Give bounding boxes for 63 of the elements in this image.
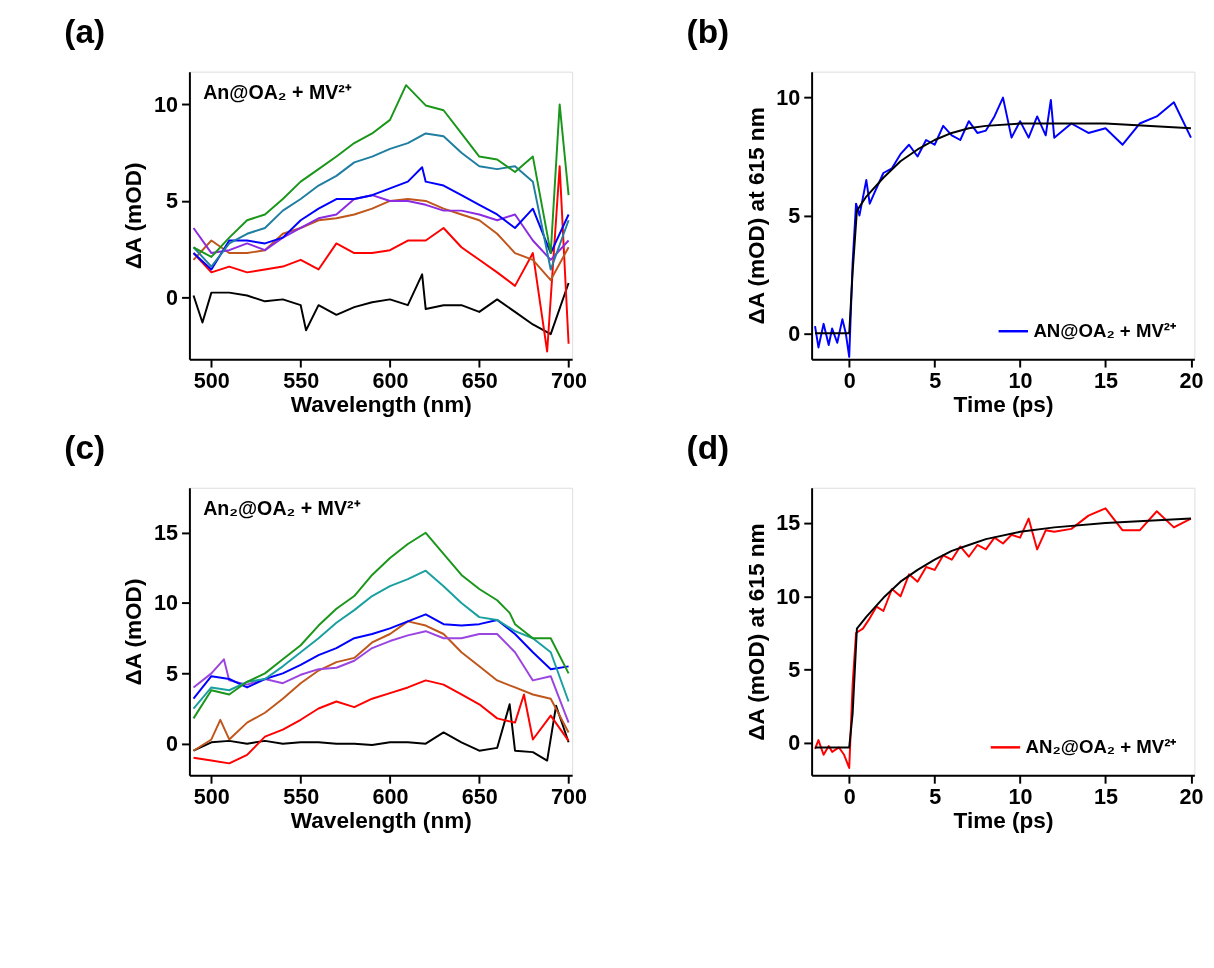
y-axis-title: ΔA (mOD): [121, 162, 147, 270]
x-tick-label: 0: [843, 368, 856, 394]
y-tick-label: 0: [788, 320, 801, 346]
line-series: [192, 679, 570, 765]
chart-title: (d): [686, 429, 730, 467]
x-axis-title: Wavelength (nm): [290, 807, 472, 833]
y-tick-label: 10: [776, 84, 801, 110]
annotation: An₂@OA₂ + MV²⁺: [203, 497, 361, 520]
line-series: [192, 194, 570, 261]
x-tick-label: 15: [1094, 784, 1119, 810]
y-tick-label: 0: [788, 730, 801, 756]
y-tick-label: 5: [788, 202, 801, 228]
x-tick-label: 550: [283, 368, 320, 394]
legend-label: AN₂@OA₂ + MV²⁺: [1025, 736, 1177, 758]
chart-title: (a): [64, 13, 106, 51]
y-tick-label: 5: [166, 188, 179, 214]
line-series: [192, 273, 570, 336]
y-tick-label: 0: [166, 731, 179, 757]
line-series: [192, 166, 570, 271]
x-tick-label: 600: [372, 784, 409, 810]
x-axis-title: Time (ps): [953, 391, 1054, 417]
line-series: [192, 132, 570, 271]
chart-title: (c): [64, 429, 106, 467]
y-tick-label: 15: [776, 510, 801, 536]
x-tick-label: 0: [843, 784, 856, 810]
x-axis-title: Time (ps): [953, 807, 1054, 833]
x-tick-label: 500: [193, 784, 230, 810]
x-tick-label: 10: [1008, 368, 1033, 394]
x-tick-label: 5: [929, 368, 942, 394]
annotation: An@OA₂ + MV²⁺: [203, 81, 352, 104]
y-tick-label: 15: [154, 520, 179, 546]
x-tick-label: 700: [551, 368, 588, 394]
y-axis-title: ΔA (mOD) at 615 nm: [743, 523, 769, 741]
x-tick-label: 10: [1008, 784, 1033, 810]
line-series: [192, 165, 570, 353]
chart-title: (b): [686, 13, 730, 51]
y-axis-title: ΔA (mOD) at 615 nm: [743, 107, 769, 325]
line-series: [192, 620, 570, 752]
y-tick-label: 10: [154, 91, 179, 117]
x-tick-label: 5: [929, 784, 942, 810]
line-series: [192, 569, 570, 710]
x-tick-label: 600: [372, 368, 409, 394]
y-tick-label: 0: [166, 284, 179, 310]
x-tick-label: 650: [461, 368, 498, 394]
x-tick-label: 650: [461, 784, 498, 810]
x-tick-label: 500: [193, 368, 230, 394]
legend-label: AN@OA₂ + MV²⁺: [1033, 320, 1177, 342]
y-tick-label: 5: [166, 660, 179, 686]
line-series: [192, 531, 570, 720]
x-tick-label: 15: [1094, 368, 1119, 394]
x-tick-label: 20: [1179, 784, 1204, 810]
x-tick-label: 550: [283, 784, 320, 810]
line-series: [192, 630, 570, 724]
y-tick-label: 5: [788, 657, 801, 683]
y-tick-label: 10: [154, 590, 179, 616]
line-series: [192, 198, 570, 282]
line-series: [192, 84, 570, 258]
y-axis-title: ΔA (mOD): [121, 578, 147, 686]
x-axis-title: Wavelength (nm): [290, 391, 472, 417]
line-series: [192, 613, 570, 700]
x-tick-label: 20: [1179, 368, 1204, 394]
y-tick-label: 10: [776, 583, 801, 609]
x-tick-label: 700: [551, 784, 588, 810]
